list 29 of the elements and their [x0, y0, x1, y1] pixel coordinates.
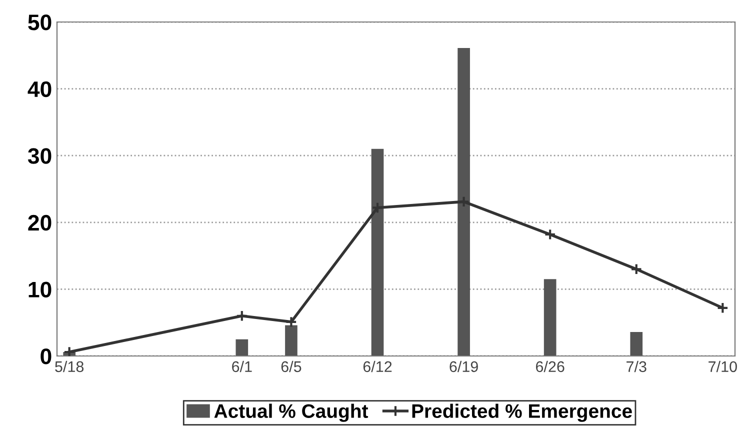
point: [630, 263, 642, 276]
bar: [236, 339, 248, 356]
x-tick-label: 5/18: [55, 360, 84, 372]
y-tick-label: 50: [28, 14, 52, 30]
x-tick-label: 6/19: [450, 360, 478, 372]
y-tick-label: 20: [28, 214, 52, 231]
y-tick-label: 30: [28, 148, 52, 164]
x-tick-label: 6/1: [232, 360, 252, 372]
x-tick-label: 6/26: [536, 360, 564, 372]
y-tick-label: 10: [28, 282, 52, 298]
legend-label: Predicted % Emergence: [412, 404, 632, 422]
point: [716, 302, 729, 314]
y-tick-label: 0: [40, 348, 52, 364]
point: [63, 346, 76, 356]
legend-label: Actual % Caught: [214, 404, 368, 422]
bar: [458, 48, 470, 356]
point: [285, 316, 298, 328]
x-tick-label: 7/10: [708, 360, 737, 372]
bar: [544, 279, 556, 356]
bar: [285, 325, 298, 356]
point: [544, 228, 556, 240]
bar: [371, 148, 384, 356]
x-tick-label: 6/5: [281, 360, 302, 372]
x-tick-label: 6/12: [363, 360, 392, 372]
point: [372, 202, 384, 214]
y-tick-label: 40: [28, 81, 52, 98]
bar: [630, 332, 643, 356]
x-tick-label: 7/3: [626, 360, 646, 372]
point: [236, 310, 248, 322]
